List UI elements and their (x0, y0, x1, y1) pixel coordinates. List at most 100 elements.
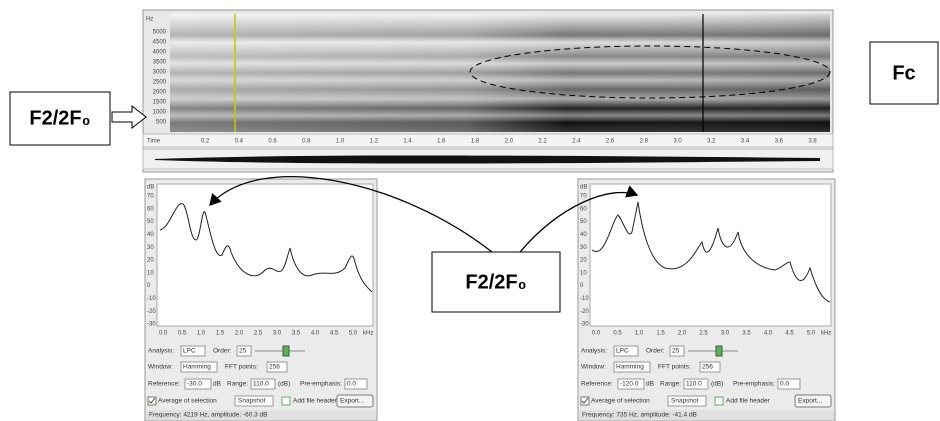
x-label: 1.5 (656, 331, 665, 337)
time-label: 0.6 (268, 139, 277, 145)
control-label: Add file header (293, 398, 338, 405)
annotation: F2/2F₀ (465, 271, 526, 293)
x-label: 3.5 (742, 331, 751, 337)
checkbox[interactable] (714, 396, 724, 406)
x-label: 2.5 (254, 331, 263, 337)
time-label: 3.4 (741, 139, 750, 145)
y-unit: dB (147, 185, 154, 191)
dropdown-value: 256 (702, 364, 713, 371)
x-label: 3.0 (721, 331, 730, 337)
control-field[interactable] (669, 345, 685, 357)
time-label: 3.6 (775, 139, 784, 145)
control-field[interactable] (344, 378, 368, 390)
plot-area (589, 183, 832, 327)
freq-label: 3000 (153, 70, 167, 76)
time-label: 3.8 (808, 139, 817, 145)
x-unit: kHz (821, 331, 831, 337)
control-label: Analysis: (148, 348, 174, 355)
time-label: 0.4 (235, 139, 244, 145)
control-field[interactable] (236, 345, 252, 357)
control-label: dB (646, 381, 654, 388)
control-label: Range: (227, 381, 248, 388)
time-label: 0.8 (302, 139, 311, 145)
x-label: 3.5 (292, 331, 301, 337)
field-value: 0.0 (780, 381, 789, 388)
button-label: Snapshot (238, 398, 266, 405)
y-label: 50 (580, 219, 587, 225)
dropdown-value: 256 (269, 364, 280, 371)
arrow (519, 185, 639, 253)
y-label: 50 (147, 219, 154, 225)
control-field[interactable] (250, 378, 276, 390)
control-label: Window: (581, 364, 606, 371)
x-label: 1.0 (635, 331, 644, 337)
x-label: 2.0 (678, 331, 687, 337)
time-label: 2.4 (572, 139, 581, 145)
y-label: 20 (147, 258, 154, 264)
control-field[interactable] (699, 361, 721, 373)
arrow (111, 104, 147, 130)
y-unit: dB (580, 185, 587, 191)
control-field[interactable] (266, 361, 288, 373)
freq-label: 1500 (153, 100, 167, 106)
status-bar (146, 410, 376, 420)
control-label: (dB) (278, 381, 290, 388)
button-label: Export... (798, 398, 822, 405)
x-label: 2.5 (699, 331, 708, 337)
control-field[interactable] (777, 378, 801, 390)
x-label: 0.0 (159, 331, 168, 337)
y-label: 30 (580, 245, 587, 251)
control-field[interactable] (613, 361, 651, 373)
control-label: Window: (148, 364, 173, 371)
button-label: Snapshot (671, 398, 699, 405)
y-label: 40 (147, 232, 154, 238)
field-value: 25 (672, 348, 680, 355)
button[interactable] (794, 394, 832, 408)
dropdown-value: Hamming (616, 364, 644, 371)
control-field[interactable] (180, 345, 206, 357)
time-label: 1.8 (471, 139, 480, 145)
control-label: FFT points: (225, 364, 258, 371)
time-label: 3.0 (673, 139, 682, 145)
field-value: -30.0 (187, 381, 202, 388)
control-label: Range: (660, 381, 681, 388)
control-label: FFT points: (658, 364, 691, 371)
annotation-box (9, 91, 111, 146)
control-field[interactable] (234, 395, 274, 407)
y-label: 60 (147, 206, 154, 212)
control-label: (dB) (711, 381, 723, 388)
control-field[interactable] (613, 345, 639, 357)
annotation: F2/2F₀ (29, 107, 90, 129)
control-field[interactable] (667, 395, 707, 407)
field-value: -120.0 (620, 381, 639, 388)
time-label: 3.2 (707, 139, 716, 145)
control-field[interactable] (180, 361, 218, 373)
slider-thumb[interactable] (282, 345, 290, 357)
x-label: 1.5 (216, 331, 225, 337)
control-label: Order: (646, 348, 665, 355)
x-label: 2.0 (235, 331, 244, 337)
control-field[interactable] (683, 378, 709, 390)
status-text: Frequency: 4219 Hz, amplitude: -60.3 dB (149, 412, 268, 419)
highlight-ellipse (469, 45, 831, 99)
time-label: 2.2 (538, 139, 547, 145)
y-label: 0 (147, 283, 151, 289)
time-label: 1.6 (437, 139, 446, 145)
field-value: 0.0 (347, 381, 356, 388)
field-value: 110.0 (686, 381, 702, 388)
x-label: 4.5 (330, 331, 339, 337)
button[interactable] (336, 394, 374, 408)
checkbox[interactable] (281, 396, 291, 406)
freq-label: 3500 (153, 60, 167, 66)
dropdown-value: LPC (616, 348, 629, 355)
freq-label: 1000 (153, 110, 167, 116)
y-label: -20 (147, 309, 156, 315)
control-field[interactable] (617, 378, 645, 390)
y-label: -20 (580, 309, 589, 315)
freq-label: 2500 (153, 80, 167, 86)
slider-thumb[interactable] (715, 345, 723, 357)
control-field[interactable] (184, 378, 212, 390)
checkmark (581, 397, 589, 404)
plot-area (156, 183, 374, 327)
